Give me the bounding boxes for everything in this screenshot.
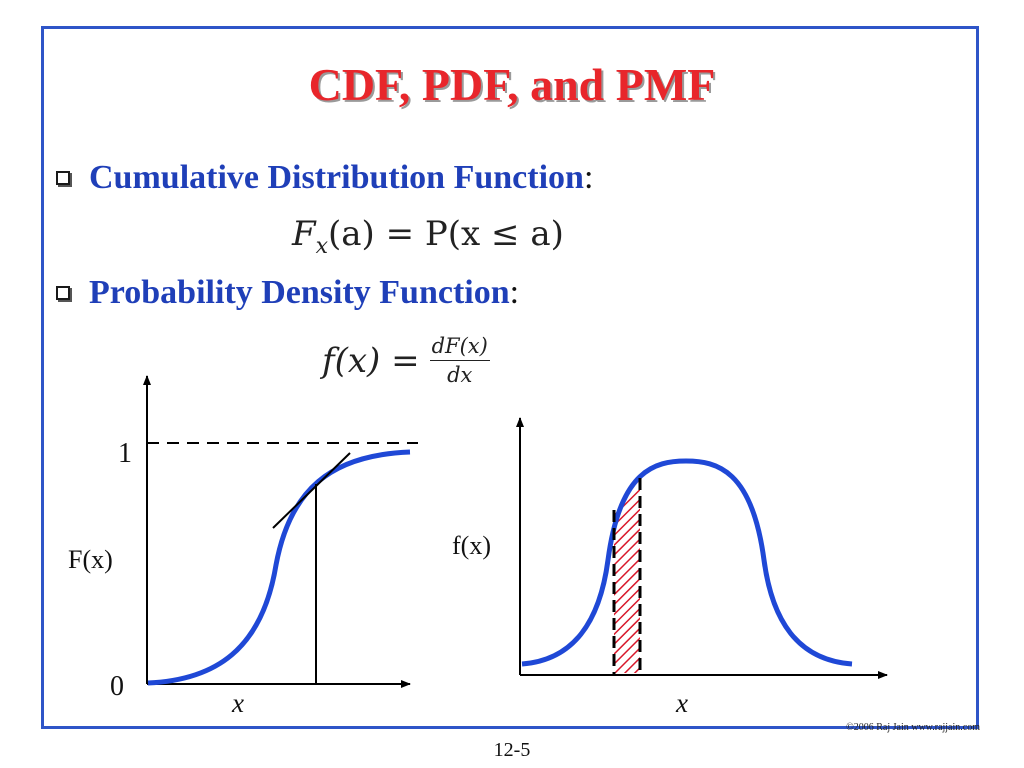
pdf-x-axis-label: x (675, 688, 688, 718)
checkbox-bullet-icon (56, 286, 70, 300)
page-number: 12-5 (493, 739, 531, 761)
cdf-y-bottom-label: 0 (110, 671, 124, 702)
pdf-formula-denominator: dx (447, 363, 473, 387)
bullet-cdf: Cumulative Distribution Function : (56, 158, 593, 198)
pdf-formula-fraction: dF(x) dx (429, 334, 490, 387)
bullet-pdf: Probability Density Function : (56, 273, 519, 313)
pdf-formula: f(x) = dF(x) dx (322, 334, 490, 387)
checkbox-bullet-icon (56, 171, 70, 185)
cdf-formula-rest: (a) = P(x ≤ a) (328, 214, 564, 254)
cdf-y-top-label: 1 (118, 438, 132, 469)
bullet-cdf-label: Cumulative Distribution Function (89, 159, 584, 196)
bullet-pdf-label: Probability Density Function (89, 274, 510, 311)
slide-title: CDF, PDF, and PMF (308, 59, 716, 110)
bullet-pdf-colon: : (509, 274, 520, 311)
copyright-notice: ©2006 Raj Jain www.rajjain.com (846, 722, 980, 733)
pdf-hatched-area (614, 480, 640, 673)
cdf-tangent-line (272, 452, 351, 529)
bullet-cdf-colon: : (583, 159, 594, 196)
cdf-x-axis-label: x (231, 688, 244, 718)
pdf-y-axis-label: f(x) (452, 531, 491, 560)
slide-frame (41, 26, 979, 729)
pdf-curve (521, 458, 853, 667)
cdf-curve (147, 449, 411, 686)
cdf-formula-subscript: x (315, 234, 329, 259)
cdf-formula: Fx(a) = P(x ≤ a) (292, 214, 564, 259)
pdf-formula-lhs: f(x) = (322, 340, 420, 381)
cdf-y-axis-label: F(x) (68, 545, 113, 574)
pdf-formula-numerator: dF(x) (429, 334, 490, 361)
pdf-graph (516, 417, 888, 679)
cdf-graph (143, 375, 418, 688)
cdf-formula-lhs: F (292, 214, 316, 254)
